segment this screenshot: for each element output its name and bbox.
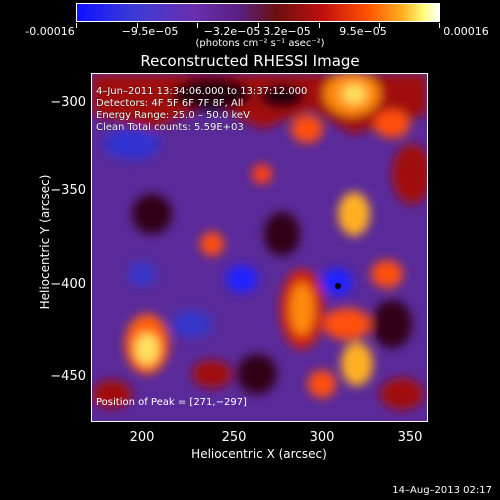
colorbar-units: (photons cm⁻² s⁻¹ asec⁻²)	[195, 38, 325, 49]
colorbar-tick	[319, 23, 320, 28]
colorbar-tick	[439, 23, 440, 28]
y-tick-label: −400	[50, 277, 86, 292]
y-tick-label: −450	[50, 369, 86, 384]
colorbar-tick	[258, 23, 259, 28]
method-counts: Clean Total counts: 5.59E+03	[96, 122, 244, 133]
colorbar-label: −9.5e−05	[121, 25, 179, 38]
colorbar-tick	[197, 23, 198, 28]
x-tick-label: 200	[129, 430, 155, 445]
x-tick-label: 300	[309, 430, 335, 445]
image-canvas	[92, 74, 427, 421]
x-tick-label: 350	[397, 430, 423, 445]
y-tick-label: −350	[50, 183, 86, 198]
plot-title: Reconstructed RHESSI Image	[140, 52, 360, 70]
colorbar-label: 0.00016	[443, 25, 489, 38]
peak-marker	[335, 283, 341, 289]
colorbar-label: 3.2e−05	[263, 25, 311, 38]
detectors: Detectors: 4F 5F 6F 7F 8F, All	[96, 98, 244, 109]
colorbar-label: -0.00016	[25, 25, 75, 38]
date-stamp: 14–Aug–2013 02:17	[392, 485, 492, 496]
rhessi-image: 4–Jun–2011 13:34:06.000 to 13:37:12.000 …	[91, 73, 428, 422]
colorbar-label: −3.2e−05	[203, 25, 261, 38]
time-range: 4–Jun–2011 13:34:06.000 to 13:37:12.000	[96, 86, 308, 97]
colorbar-tick	[137, 23, 138, 28]
x-axis-label: Heliocentric X (arcsec)	[191, 447, 327, 461]
x-tick-label: 250	[221, 430, 247, 445]
colorbar	[76, 3, 440, 22]
peak-position: Position of Peak = [271,−297]	[96, 397, 247, 408]
colorbar-tick	[76, 23, 77, 28]
energy-range: Energy Range: 25.0 – 50.0 keV	[96, 110, 250, 121]
y-axis-label: Heliocentric Y (arcsec)	[38, 174, 52, 310]
colorbar-label: 9.5e−05	[339, 25, 387, 38]
colorbar-tick	[379, 23, 380, 28]
y-tick-label: −300	[50, 95, 86, 110]
